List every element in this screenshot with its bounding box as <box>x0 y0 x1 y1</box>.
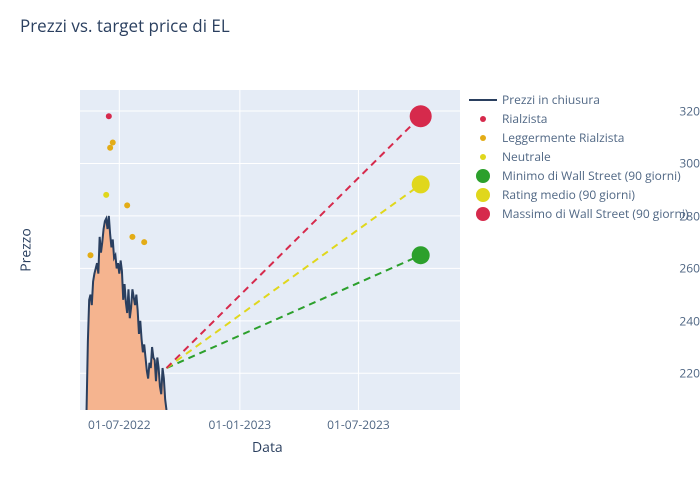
legend-item[interactable]: Prezzi in chiusura <box>468 90 688 109</box>
legend-dot-icon <box>468 188 498 202</box>
legend-dot-icon <box>468 154 498 160</box>
legend-dot-icon <box>468 135 498 141</box>
legend-line-icon <box>468 99 498 101</box>
legend-dot-icon <box>468 169 498 183</box>
legend-label: Rating medio (90 giorni) <box>502 186 635 203</box>
legend-label: Massimo di Wall Street (90 giorni) <box>502 205 688 222</box>
chart-title: Prezzi vs. target price di EL <box>20 14 230 37</box>
legend-label: Neutrale <box>502 148 551 165</box>
x-axis-label: Data <box>252 438 283 457</box>
x-tick: 01-07-2023 <box>327 416 390 433</box>
plot-area <box>80 90 460 410</box>
x-tick: 01-07-2022 <box>88 416 151 433</box>
legend-label: Prezzi in chiusura <box>502 91 600 108</box>
chart-container: Prezzi vs. target price di EL 2202402602… <box>0 0 700 500</box>
legend-item[interactable]: Massimo di Wall Street (90 giorni) <box>468 204 688 223</box>
plot-svg <box>80 90 460 410</box>
legend-item[interactable]: Rialzista <box>468 109 688 128</box>
legend-item[interactable]: Rating medio (90 giorni) <box>468 185 688 204</box>
y-tick: 260 <box>628 260 700 277</box>
x-tick: 01-01-2023 <box>209 416 272 433</box>
legend-item[interactable]: Minimo di Wall Street (90 giorni) <box>468 166 688 185</box>
legend-label: Rialzista <box>502 110 547 127</box>
legend-dot-icon <box>468 116 498 122</box>
y-axis-label: Prezzo <box>17 228 36 272</box>
legend-item[interactable]: Neutrale <box>468 147 688 166</box>
legend-label: Minimo di Wall Street (90 giorni) <box>502 167 681 184</box>
y-tick: 240 <box>628 312 700 329</box>
legend-label: Leggermente Rialzista <box>502 129 624 146</box>
legend: Prezzi in chiusura Rialzista Leggermente R… <box>468 90 688 223</box>
y-tick: 220 <box>628 365 700 382</box>
legend-dot-icon <box>468 207 498 221</box>
legend-item[interactable]: Leggermente Rialzista <box>468 128 688 147</box>
